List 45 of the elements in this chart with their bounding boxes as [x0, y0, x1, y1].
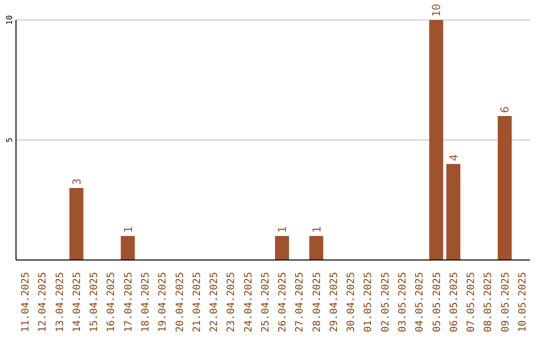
x-tick-label: 23.04.2025 — [226, 272, 238, 332]
bar — [275, 236, 289, 260]
data-label: 6 — [498, 106, 512, 113]
data-label: 4 — [447, 154, 460, 161]
x-tick-label: 02.05.2025 — [380, 272, 392, 332]
x-tick-label: 18.04.2025 — [140, 272, 152, 332]
x-tick-label: 26.04.2025 — [278, 272, 289, 332]
x-tick-label: 04.05.2025 — [414, 272, 426, 332]
x-tick-label: 21.04.2025 — [192, 272, 203, 332]
x-tick-label: 25.04.2025 — [260, 272, 272, 332]
x-tick-label: 27.04.2025 — [294, 272, 306, 332]
data-label: 10 — [430, 4, 444, 17]
x-tick-label: 30.04.2025 — [346, 272, 358, 332]
x-tick-label: 22.04.2025 — [209, 272, 220, 332]
x-tick-label: 17.04.2025 — [123, 272, 134, 332]
x-tick-label: 03.05.2025 — [398, 272, 408, 332]
x-tick-label: 13.04.2025 — [54, 272, 66, 332]
data-label: 3 — [70, 178, 84, 185]
x-tick-label: 09.05.2025 — [500, 272, 512, 332]
x-tick-label: 12.04.2025 — [38, 272, 49, 332]
x-tick-label: 07.05.2025 — [466, 272, 478, 332]
x-tick-label: 06.05.2025 — [448, 272, 460, 332]
x-tick-label: 10.05.2025 — [517, 272, 528, 332]
x-tick-label: 19.04.2025 — [158, 272, 169, 332]
x-tick-label: 14.04.2025 — [72, 272, 83, 332]
bar — [69, 188, 84, 260]
x-tick-label: 28.04.2025 — [312, 272, 323, 332]
data-label: 1 — [122, 226, 135, 233]
bar — [309, 236, 324, 260]
bar — [429, 20, 444, 260]
bar — [498, 116, 512, 260]
data-label: 1 — [310, 226, 324, 233]
x-tick-label: 20.04.2025 — [174, 272, 186, 332]
x-tick-label: 24.04.2025 — [243, 272, 254, 332]
x-tick-label: 11.04.2025 — [20, 272, 32, 332]
bar — [446, 164, 460, 260]
x-tick-label: 01.05.2025 — [363, 272, 374, 332]
y-tick-label: 5 — [5, 137, 14, 142]
x-tick-label: 29.04.2025 — [328, 272, 340, 332]
x-tick-label: 08.05.2025 — [483, 272, 494, 332]
bar — [120, 236, 135, 260]
data-label: 1 — [276, 226, 289, 233]
x-tick-label: 16.04.2025 — [106, 272, 118, 332]
x-tick-label: 05.05.2025 — [432, 272, 443, 332]
x-tick-label: 15.04.2025 — [89, 272, 100, 332]
